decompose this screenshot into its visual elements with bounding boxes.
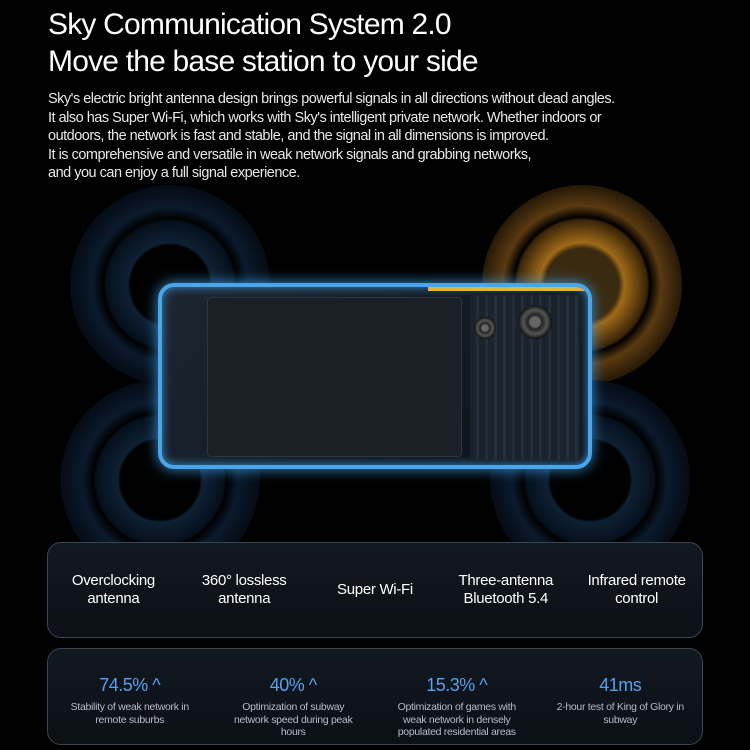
description-line: It is comprehensive and versatile in wea…: [48, 146, 532, 163]
stat-value: 15.3%: [426, 675, 475, 695]
phone-internals-image: [158, 283, 592, 469]
arrow-up-icon: ^: [152, 675, 161, 695]
stat-item: 15.3% ^ Optimization of games with weak n…: [375, 675, 539, 744]
feature-item: Infrared remote control: [587, 572, 686, 607]
feature-item: Three-antenna Bluetooth 5.4: [458, 572, 554, 607]
camera-icon: [474, 317, 496, 339]
description-line: It also has Super Wi-Fi, which works wit…: [48, 109, 602, 126]
stat-item: 74.5% ^ Stability of weak network in remo…: [48, 675, 212, 744]
antenna-glow: [428, 287, 588, 291]
stats-panel: 74.5% ^ Stability of weak network in remo…: [47, 648, 703, 745]
arrow-up-icon: ^: [479, 675, 488, 695]
features-panel: Overclocking antenna 360° lossless antenna…: [47, 542, 703, 638]
camera-icon: [518, 305, 552, 339]
stat-label: Stability of weak network in remote subu…: [70, 701, 190, 726]
feature-item: 360° lossless antenna: [201, 572, 287, 607]
description-line: outdoors, the network is fast and stable…: [48, 128, 549, 145]
description: Sky's electric bright antenna design bri…: [48, 90, 728, 183]
description-line: Sky's electric bright antenna design bri…: [48, 91, 615, 107]
headline: Sky Communication System 2.0: [48, 8, 452, 41]
stat-label: Optimization of subway network speed dur…: [233, 701, 353, 738]
stat-item: 41ms 2-hour test of King of Glory in subw…: [539, 675, 703, 744]
battery: [207, 297, 462, 457]
description-line: and you can enjoy a full signal experien…: [48, 165, 300, 182]
stat-label: Optimization of games with weak network …: [397, 701, 517, 738]
feature-item: Overclocking antenna: [71, 572, 155, 607]
stat-value: 40%: [269, 675, 305, 695]
feature-item: Super Wi-Fi: [337, 581, 413, 598]
stat-value: 74.5%: [99, 675, 148, 695]
subheadline: Move the base station to your side: [48, 45, 479, 78]
arrow-up-icon: ^: [308, 675, 317, 695]
stat-value: 41ms: [599, 675, 642, 695]
stat-label: 2-hour test of King of Glory in subway: [556, 701, 685, 726]
stat-item: 40% ^ Optimization of subway network spee…: [212, 675, 376, 744]
